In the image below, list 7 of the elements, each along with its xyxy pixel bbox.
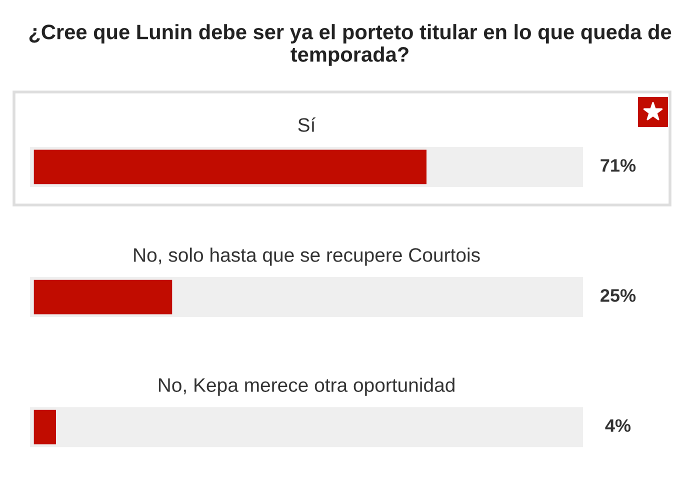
y-tick-label: No, solo hasta que se recupere Courtois — [134, 248, 480, 266]
y-tick-label: No, Kepa merece otra oportunidad — [158, 378, 454, 396]
data-label: 71% — [600, 159, 636, 172]
y-tick-label: Sí — [298, 117, 316, 132]
data-label: 4% — [605, 419, 631, 432]
chart-title: ¿Cree que Lunin debe ser ya el porteto titular en lo que queda de temporada? — [29, 24, 672, 66]
data-label: 25% — [600, 289, 636, 302]
